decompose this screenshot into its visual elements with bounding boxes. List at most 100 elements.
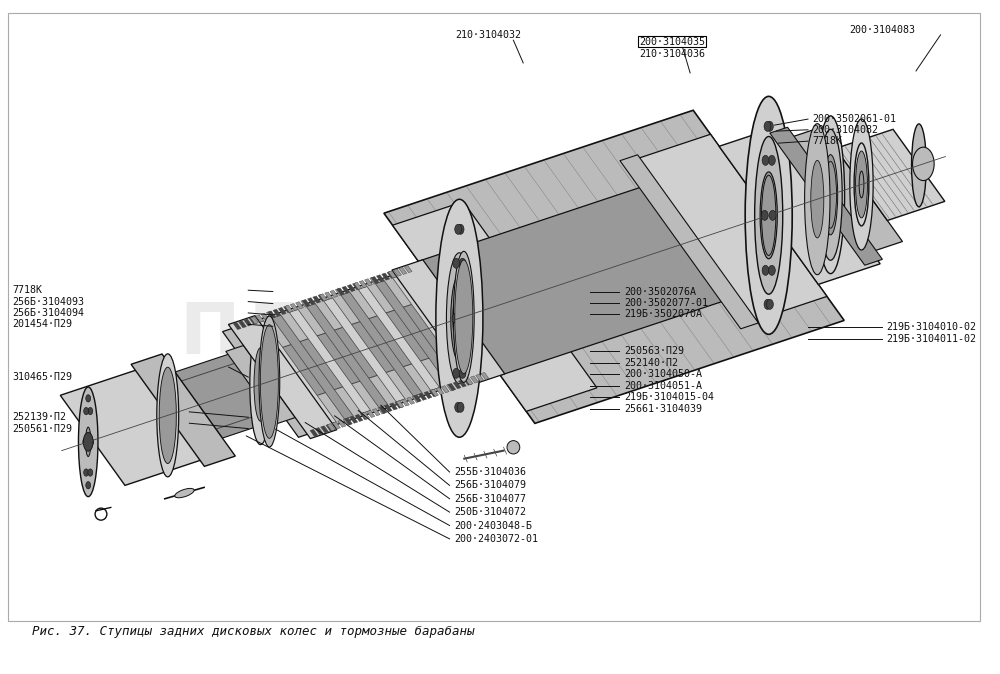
Text: 200·3104051-А: 200·3104051-А (624, 381, 702, 391)
Polygon shape (273, 309, 281, 316)
Text: РЕЗЯ: РЕЗЯ (497, 299, 706, 368)
Polygon shape (375, 281, 457, 385)
Polygon shape (719, 125, 880, 284)
Ellipse shape (760, 172, 777, 259)
Polygon shape (382, 273, 390, 280)
Polygon shape (393, 202, 597, 411)
Text: 255Б·3104036: 255Б·3104036 (454, 467, 526, 477)
Polygon shape (392, 259, 505, 384)
Polygon shape (354, 282, 362, 289)
Ellipse shape (819, 129, 842, 260)
Polygon shape (476, 374, 484, 381)
Polygon shape (390, 403, 397, 410)
Ellipse shape (917, 152, 921, 179)
Polygon shape (272, 315, 353, 419)
Polygon shape (318, 294, 326, 301)
Ellipse shape (769, 210, 776, 220)
Ellipse shape (766, 121, 773, 131)
Text: ПЛАН: ПЛАН (179, 299, 416, 368)
Text: 200·2403072-01: 200·2403072-01 (454, 534, 538, 544)
Polygon shape (370, 277, 378, 284)
Polygon shape (289, 309, 371, 413)
Ellipse shape (88, 407, 93, 415)
Text: 219Б·3502070А: 219Б·3502070А (624, 309, 702, 319)
Polygon shape (395, 401, 403, 408)
Polygon shape (249, 317, 257, 324)
Polygon shape (353, 282, 360, 290)
Ellipse shape (768, 155, 775, 165)
Text: 256Б·3104079: 256Б·3104079 (454, 481, 526, 491)
Ellipse shape (89, 438, 94, 446)
Ellipse shape (811, 160, 824, 238)
Polygon shape (465, 377, 473, 385)
Text: 200·2403048-Б: 200·2403048-Б (454, 520, 532, 530)
Text: 200·3104083: 200·3104083 (849, 24, 915, 34)
Ellipse shape (459, 368, 466, 378)
Ellipse shape (768, 266, 775, 276)
Polygon shape (347, 284, 355, 292)
Text: 250561·П29: 250561·П29 (13, 423, 73, 433)
Polygon shape (301, 300, 309, 307)
Polygon shape (228, 315, 337, 439)
Ellipse shape (254, 348, 267, 421)
Ellipse shape (83, 438, 88, 446)
Text: 25661·3104039: 25661·3104039 (624, 404, 702, 414)
Ellipse shape (854, 143, 869, 226)
Ellipse shape (86, 427, 91, 456)
Text: 7718К: 7718К (812, 136, 842, 146)
Ellipse shape (761, 210, 768, 220)
Polygon shape (413, 395, 421, 402)
Ellipse shape (157, 354, 179, 477)
Text: 219Б·3104015-04: 219Б·3104015-04 (624, 392, 714, 402)
Polygon shape (278, 307, 286, 315)
Text: 200·3502076А: 200·3502076А (624, 286, 696, 297)
Ellipse shape (84, 469, 89, 477)
Polygon shape (441, 386, 449, 393)
Polygon shape (770, 127, 882, 266)
Polygon shape (393, 275, 474, 379)
Ellipse shape (817, 116, 845, 274)
Polygon shape (313, 296, 321, 303)
Polygon shape (355, 415, 363, 421)
Polygon shape (436, 388, 444, 394)
Polygon shape (412, 396, 420, 402)
Ellipse shape (455, 260, 473, 373)
Ellipse shape (88, 469, 93, 477)
Polygon shape (324, 298, 405, 402)
Ellipse shape (457, 224, 464, 235)
Ellipse shape (453, 258, 460, 268)
Polygon shape (226, 346, 295, 423)
Ellipse shape (452, 313, 459, 324)
Polygon shape (181, 295, 477, 429)
Text: 201454·П29: 201454·П29 (13, 319, 73, 330)
Ellipse shape (913, 147, 934, 181)
Polygon shape (343, 419, 351, 425)
Polygon shape (419, 393, 427, 400)
Polygon shape (359, 280, 367, 288)
Ellipse shape (825, 161, 837, 228)
Polygon shape (404, 266, 412, 273)
Polygon shape (360, 412, 368, 420)
Ellipse shape (507, 441, 520, 454)
Text: 250Б·3104072: 250Б·3104072 (454, 507, 526, 517)
Polygon shape (350, 416, 358, 423)
Polygon shape (379, 406, 387, 414)
Polygon shape (384, 111, 844, 423)
Polygon shape (358, 286, 439, 390)
Text: 256Б·3104077: 256Б·3104077 (454, 494, 526, 503)
Polygon shape (296, 302, 303, 309)
Polygon shape (326, 424, 334, 431)
Polygon shape (453, 381, 461, 389)
Polygon shape (464, 378, 472, 386)
Ellipse shape (453, 368, 460, 378)
Polygon shape (418, 185, 730, 375)
Polygon shape (175, 351, 284, 438)
Ellipse shape (766, 299, 773, 309)
Ellipse shape (436, 200, 483, 437)
Polygon shape (250, 317, 258, 324)
Polygon shape (284, 305, 291, 313)
Polygon shape (319, 294, 327, 301)
Polygon shape (371, 276, 379, 284)
Polygon shape (306, 304, 388, 408)
Ellipse shape (762, 266, 769, 276)
